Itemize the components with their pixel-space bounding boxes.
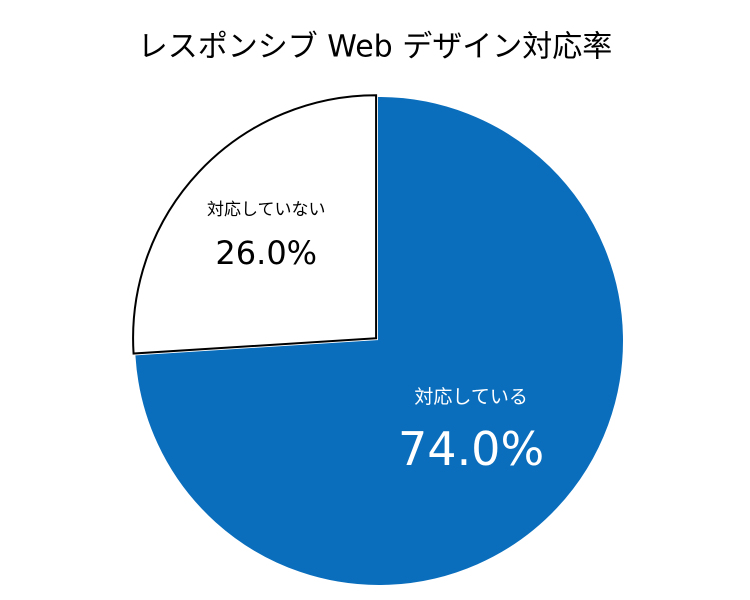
slice-category-label: 対応している [414, 386, 527, 408]
slice-value-label: 74.0% [398, 422, 544, 476]
chart-title: レスポンシブ Web デザイン対応率 [138, 30, 612, 65]
pie-slice [132, 94, 378, 355]
slice-value-label: 26.0% [215, 234, 317, 272]
slice-category-label: 対応していない [207, 200, 326, 220]
pie-slice [135, 96, 623, 585]
